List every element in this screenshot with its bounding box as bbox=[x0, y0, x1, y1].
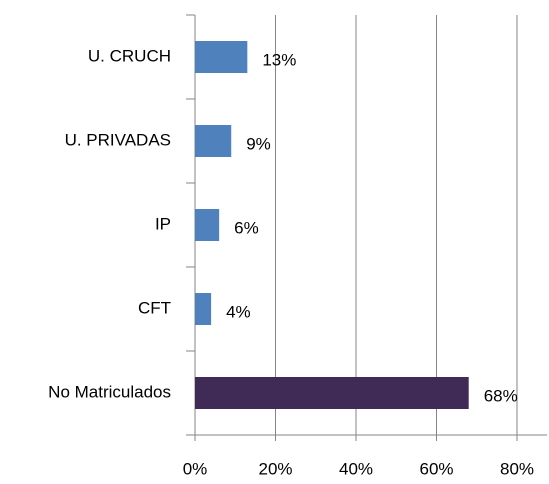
bar bbox=[195, 125, 232, 157]
bar bbox=[195, 377, 469, 409]
x-tick-label: 20% bbox=[258, 459, 292, 478]
y-tick-label: U. CRUCH bbox=[88, 46, 171, 65]
y-tick-label: IP bbox=[155, 214, 171, 233]
data-label: 4% bbox=[226, 302, 251, 321]
data-label: 6% bbox=[234, 218, 259, 237]
bar bbox=[195, 293, 212, 325]
y-tick-label: No Matriculados bbox=[48, 382, 171, 401]
y-tick-label: CFT bbox=[138, 298, 171, 317]
bar bbox=[195, 41, 248, 73]
x-tick-label: 80% bbox=[500, 459, 534, 478]
x-tick-label: 40% bbox=[339, 459, 373, 478]
x-tick-label: 60% bbox=[419, 459, 453, 478]
x-tick-label: 0% bbox=[183, 459, 208, 478]
data-label: 13% bbox=[262, 50, 296, 69]
y-tick-label: U. PRIVADAS bbox=[65, 130, 171, 149]
data-label: 9% bbox=[246, 134, 271, 153]
data-label: 68% bbox=[484, 386, 518, 405]
bar bbox=[195, 209, 220, 241]
